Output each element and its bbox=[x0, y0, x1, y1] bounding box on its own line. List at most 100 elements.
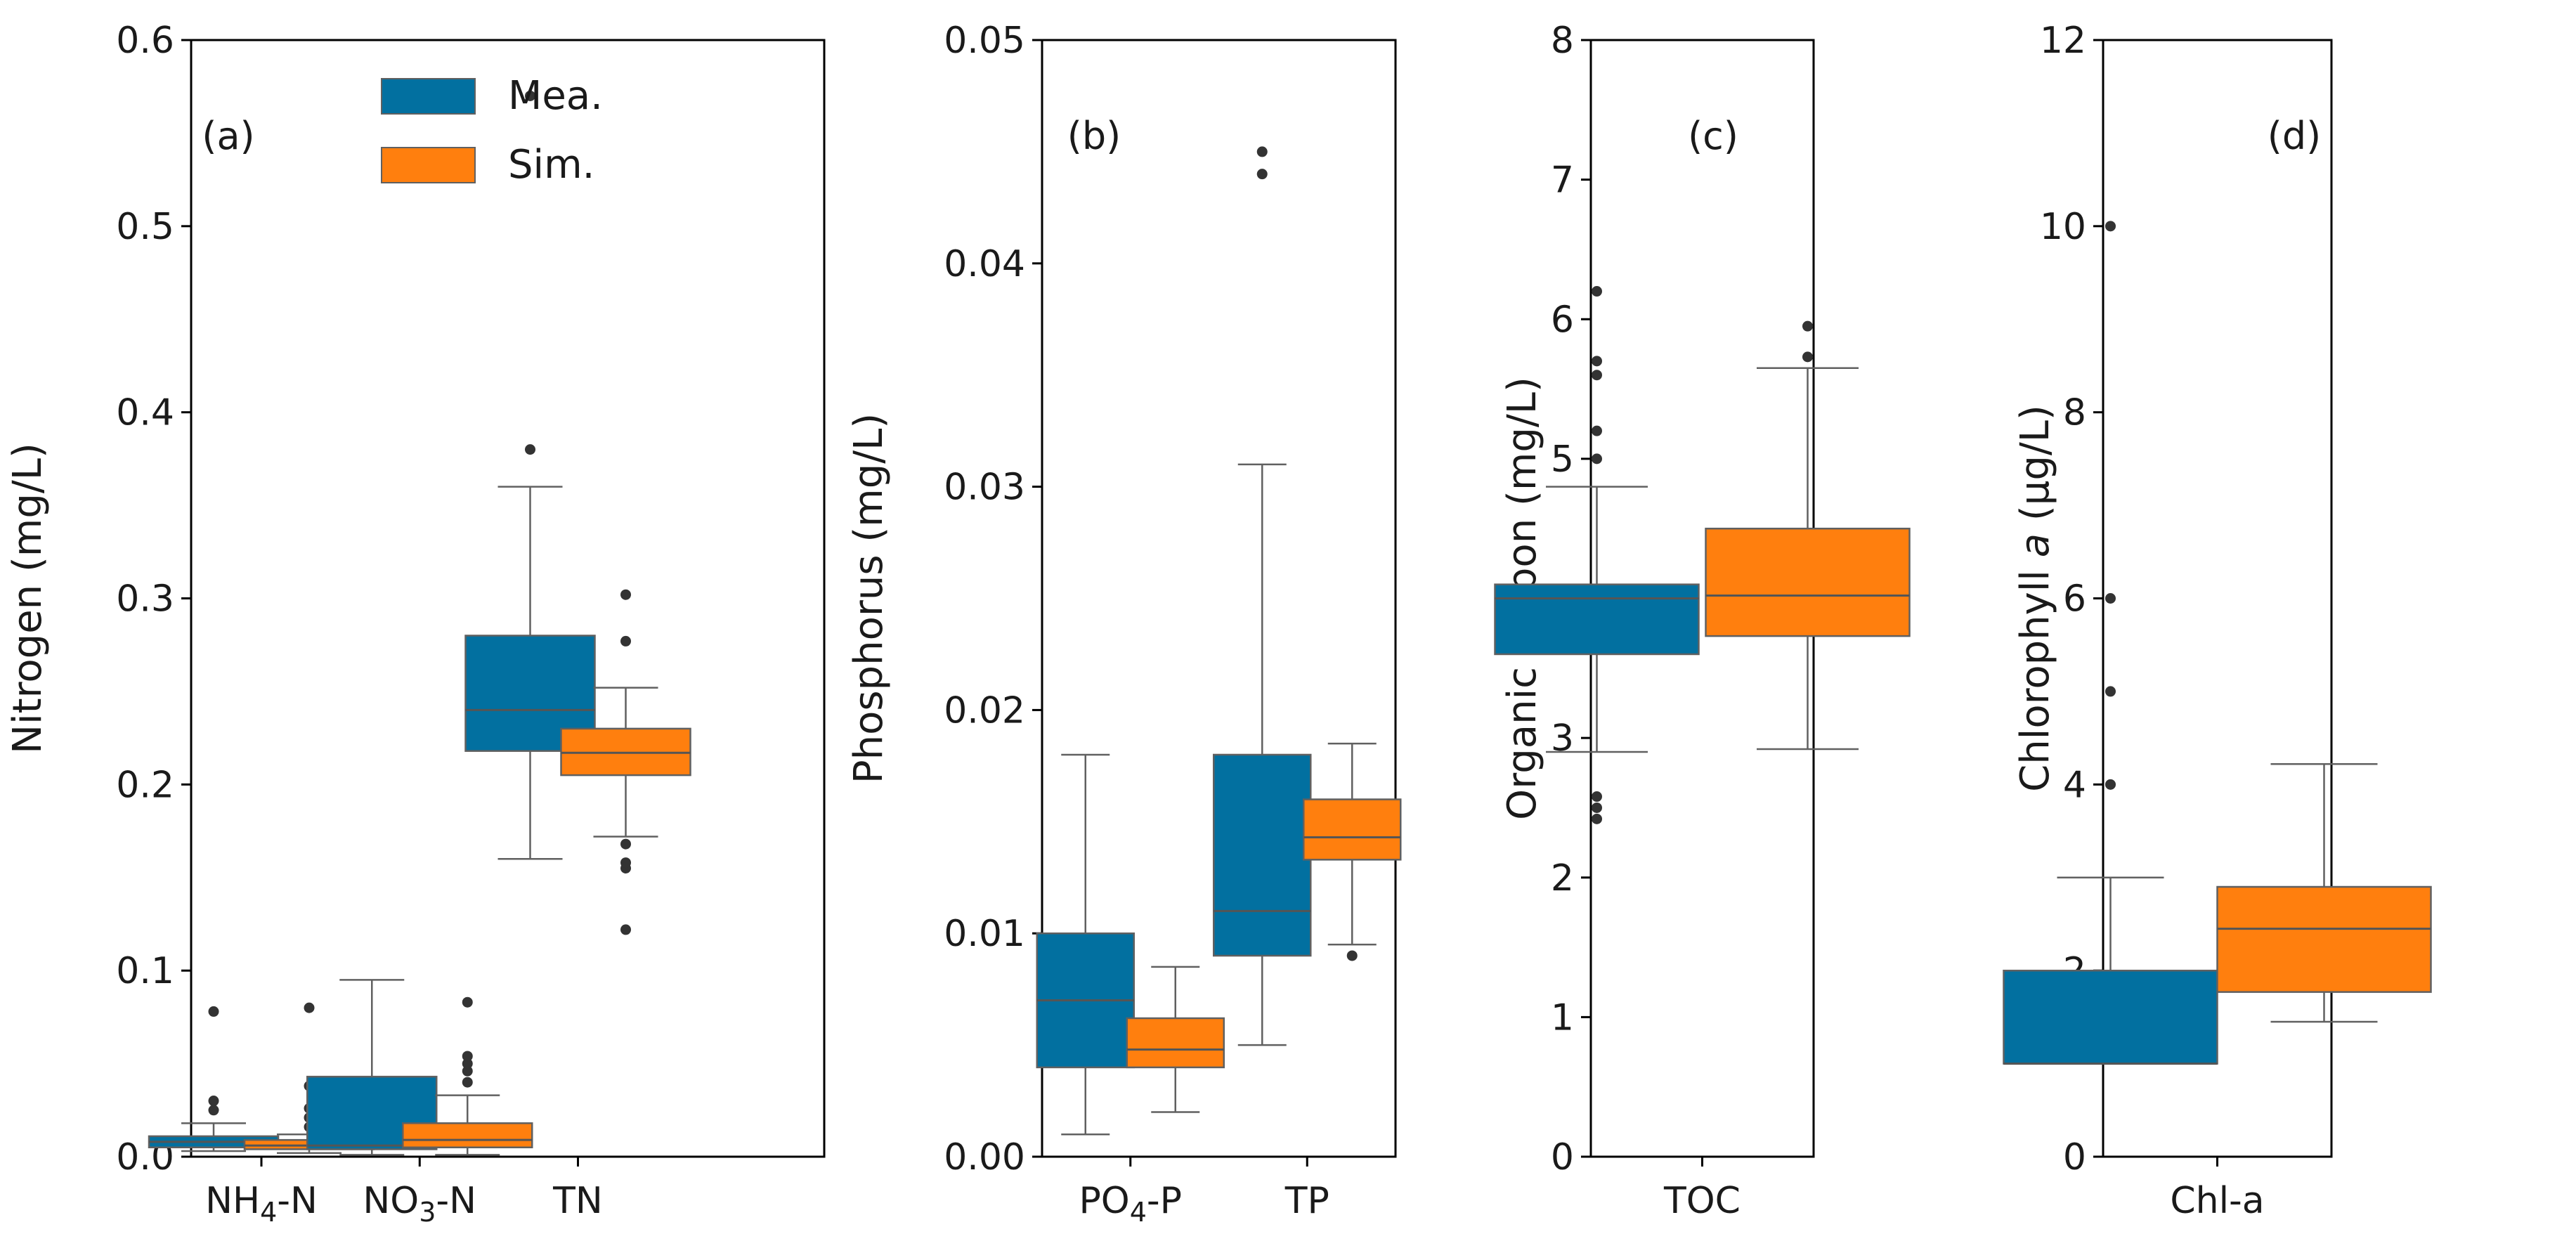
x-tick-label: TP bbox=[1284, 1180, 1329, 1222]
panel-label: (a) bbox=[202, 114, 254, 158]
legend-label-measured: Mea. bbox=[508, 73, 603, 119]
y-axis-title: Chlorophyll a (μg/L) bbox=[2012, 405, 2058, 792]
y-tick-label: 6 bbox=[1551, 299, 1574, 341]
x-tick-label-subscript: 3 bbox=[419, 1197, 436, 1228]
box-iqr bbox=[402, 1122, 533, 1149]
y-tick-label: 4 bbox=[2063, 764, 2086, 806]
outlier-point bbox=[1592, 813, 1602, 824]
box-iqr bbox=[2003, 969, 2218, 1065]
x-tick-label-main: TN bbox=[552, 1180, 603, 1222]
y-tick-label: 0.3 bbox=[116, 578, 174, 621]
y-tick-label: 12 bbox=[2040, 20, 2086, 62]
plot-frame bbox=[190, 39, 826, 1158]
outlier-point bbox=[1592, 356, 1602, 367]
outlier-point bbox=[208, 1105, 219, 1116]
y-axis-title-part: Chlorophyll bbox=[2012, 557, 2058, 792]
panel-3: 024681012Chlorophyll a (μg/L)(d)Chl-a bbox=[2003, 20, 2432, 1222]
x-tick-label: NO3-N bbox=[363, 1180, 476, 1228]
x-tick-label-main: NH bbox=[205, 1180, 260, 1222]
outlier-point bbox=[2105, 686, 2116, 697]
outlier-point bbox=[525, 444, 536, 455]
legend: Mea. Sim. bbox=[381, 73, 603, 188]
outlier-point bbox=[208, 1006, 219, 1017]
box-iqr bbox=[1705, 527, 1911, 637]
outlier-point bbox=[1256, 169, 1268, 180]
legend-swatch-simulated bbox=[381, 147, 476, 183]
x-tick-label-main: NO bbox=[363, 1180, 419, 1222]
outlier-point bbox=[620, 924, 632, 935]
y-tick-label: 0 bbox=[1551, 1136, 1574, 1178]
panel-label: (b) bbox=[1067, 114, 1121, 158]
box-simulated bbox=[1705, 320, 1911, 751]
outlier-point bbox=[525, 90, 536, 101]
box-simulated bbox=[560, 589, 691, 935]
box-measured bbox=[1036, 753, 1135, 1136]
y-tick-label: 8 bbox=[2063, 392, 2086, 434]
y-tick-label: 10 bbox=[2040, 206, 2086, 248]
y-axis-title: Phosphorus (mg/L) bbox=[846, 413, 892, 784]
box-measured bbox=[1213, 146, 1312, 1046]
y-tick-label: 0.01 bbox=[944, 913, 1025, 955]
x-tick-label-tail: -P bbox=[1147, 1180, 1182, 1222]
outlier-point bbox=[620, 589, 632, 600]
y-tick-label: 0.00 bbox=[944, 1136, 1025, 1178]
x-tick-label-main: TOC bbox=[1663, 1180, 1741, 1222]
y-tick-label: 0.4 bbox=[116, 392, 174, 434]
y-tick-label: 5 bbox=[1551, 439, 1574, 481]
x-tick-label: PO4-P bbox=[1079, 1180, 1182, 1228]
panel-label: (d) bbox=[2268, 114, 2321, 158]
outlier-point bbox=[1592, 802, 1602, 813]
box-simulated bbox=[1303, 742, 1402, 961]
x-tick-label: TN bbox=[552, 1180, 603, 1222]
y-tick-label: 3 bbox=[1551, 717, 1574, 760]
box-measured bbox=[148, 1006, 280, 1152]
outlier-point bbox=[462, 1058, 473, 1070]
y-tick-label: 0.1 bbox=[116, 950, 174, 992]
outlier-point bbox=[1592, 453, 1602, 465]
x-tick-label-main: Chl-a bbox=[2170, 1180, 2264, 1222]
y-tick-label: 0.03 bbox=[944, 467, 1025, 509]
y-tick-label: 1 bbox=[1551, 996, 1574, 1039]
x-tick-label-subscript: 4 bbox=[260, 1197, 277, 1228]
box-iqr bbox=[1126, 1017, 1225, 1069]
box-simulated bbox=[1126, 966, 1225, 1113]
box-simulated bbox=[2216, 762, 2432, 1023]
x-tick-label: TOC bbox=[1663, 1180, 1741, 1222]
y-axis-title: Nitrogen (mg/L) bbox=[5, 443, 51, 754]
outlier-point bbox=[620, 635, 632, 647]
x-tick-label: Chl-a bbox=[2170, 1180, 2264, 1222]
legend-label-simulated: Sim. bbox=[508, 142, 594, 188]
panel-1: 0.00 0.01 0.02 0.03 0.04 0.05 Phosphorus (mg/L… bbox=[846, 20, 1402, 1228]
x-tick-label-subscript: 4 bbox=[1130, 1197, 1147, 1228]
outlier-point bbox=[208, 1096, 219, 1107]
x-tick-label-main: PO bbox=[1079, 1180, 1129, 1222]
outlier-point bbox=[1592, 791, 1602, 803]
box-iqr bbox=[1494, 583, 1700, 656]
outlier-point bbox=[1256, 146, 1268, 157]
y-tick-label: 0.04 bbox=[944, 243, 1025, 285]
outlier-point bbox=[462, 996, 473, 1008]
x-tick-label-main: TP bbox=[1284, 1180, 1329, 1222]
outlier-point bbox=[462, 1077, 473, 1088]
outlier-point bbox=[2105, 593, 2116, 604]
box-iqr bbox=[1213, 753, 1312, 957]
y-tick-label: 2 bbox=[1551, 857, 1574, 899]
outlier-point bbox=[462, 1065, 473, 1077]
y-axis-title-part: a bbox=[2012, 533, 2058, 557]
outlier-point bbox=[1802, 351, 1813, 363]
box-iqr bbox=[1303, 798, 1402, 861]
y-tick-label: 6 bbox=[2063, 578, 2086, 621]
y-tick-label: 0.02 bbox=[944, 689, 1025, 732]
y-tick-label: 0.6 bbox=[116, 20, 174, 62]
y-tick-label: 8 bbox=[1551, 20, 1574, 62]
y-axis-title-part: (μg/L) bbox=[2012, 405, 2058, 533]
outlier-point bbox=[1592, 370, 1602, 381]
box-simulated bbox=[402, 996, 533, 1156]
box-iqr bbox=[2216, 885, 2432, 993]
y-tick-label: 0.2 bbox=[116, 764, 174, 806]
box-measured bbox=[1494, 286, 1700, 824]
outlier-point bbox=[620, 838, 632, 850]
outlier-point bbox=[1592, 425, 1602, 436]
outlier-point bbox=[2105, 221, 2116, 232]
